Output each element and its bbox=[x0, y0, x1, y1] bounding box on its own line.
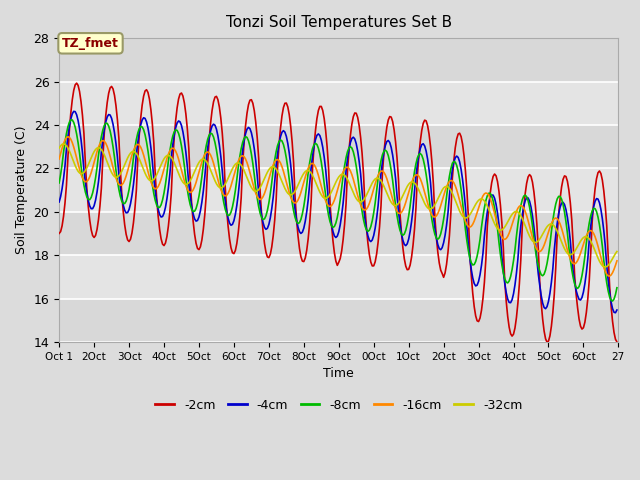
Legend: -2cm, -4cm, -8cm, -16cm, -32cm: -2cm, -4cm, -8cm, -16cm, -32cm bbox=[150, 394, 527, 417]
-8cm bbox=[344, 149, 351, 155]
-2cm bbox=[93, 227, 101, 232]
-8cm bbox=[67, 117, 75, 123]
-2cm bbox=[454, 131, 462, 137]
-32cm bbox=[613, 249, 621, 254]
-2cm bbox=[76, 89, 83, 95]
-32cm bbox=[538, 234, 545, 240]
Bar bbox=[59, 125, 618, 168]
-16cm bbox=[454, 192, 462, 198]
-2cm bbox=[538, 300, 545, 306]
Line: -32cm: -32cm bbox=[59, 144, 617, 267]
-4cm bbox=[55, 199, 63, 205]
-8cm bbox=[93, 165, 101, 170]
Line: -4cm: -4cm bbox=[59, 111, 617, 313]
Bar bbox=[59, 255, 618, 299]
-32cm bbox=[612, 251, 620, 256]
-4cm bbox=[70, 108, 77, 114]
Line: -2cm: -2cm bbox=[59, 83, 617, 342]
-4cm bbox=[454, 155, 462, 160]
-2cm bbox=[73, 80, 81, 86]
-8cm bbox=[538, 272, 545, 277]
-16cm bbox=[538, 248, 545, 253]
-8cm bbox=[76, 150, 83, 156]
Bar bbox=[59, 82, 618, 125]
-16cm bbox=[55, 156, 63, 162]
-8cm bbox=[55, 180, 63, 186]
-16cm bbox=[612, 263, 620, 268]
Text: TZ_fmet: TZ_fmet bbox=[62, 37, 119, 50]
Bar bbox=[59, 212, 618, 255]
Title: Tonzi Soil Temperatures Set B: Tonzi Soil Temperatures Set B bbox=[226, 15, 452, 30]
-32cm bbox=[60, 141, 67, 147]
Line: -8cm: -8cm bbox=[59, 120, 617, 301]
-2cm bbox=[543, 339, 551, 345]
Line: -16cm: -16cm bbox=[59, 137, 617, 276]
-8cm bbox=[454, 168, 462, 174]
Bar bbox=[59, 38, 618, 82]
-8cm bbox=[612, 292, 620, 298]
-32cm bbox=[93, 145, 101, 151]
-4cm bbox=[93, 189, 101, 195]
-16cm bbox=[606, 273, 614, 279]
-16cm bbox=[344, 164, 351, 170]
-16cm bbox=[613, 258, 621, 264]
-16cm bbox=[76, 167, 83, 172]
Bar bbox=[59, 299, 618, 342]
-32cm bbox=[76, 170, 83, 176]
-16cm bbox=[93, 149, 101, 155]
-16cm bbox=[64, 134, 72, 140]
-4cm bbox=[538, 293, 545, 299]
-4cm bbox=[76, 126, 83, 132]
-32cm bbox=[344, 177, 351, 182]
-4cm bbox=[610, 310, 618, 315]
-4cm bbox=[612, 310, 620, 316]
Y-axis label: Soil Temperature (C): Soil Temperature (C) bbox=[15, 126, 28, 254]
-32cm bbox=[55, 145, 63, 151]
-32cm bbox=[602, 264, 609, 270]
Bar bbox=[59, 168, 618, 212]
-8cm bbox=[613, 285, 621, 290]
-4cm bbox=[344, 156, 351, 162]
-8cm bbox=[609, 298, 616, 304]
-2cm bbox=[613, 339, 621, 345]
-2cm bbox=[55, 230, 63, 236]
-4cm bbox=[613, 307, 621, 313]
-2cm bbox=[612, 336, 620, 342]
-2cm bbox=[344, 168, 351, 174]
-32cm bbox=[454, 205, 462, 211]
X-axis label: Time: Time bbox=[323, 367, 354, 380]
